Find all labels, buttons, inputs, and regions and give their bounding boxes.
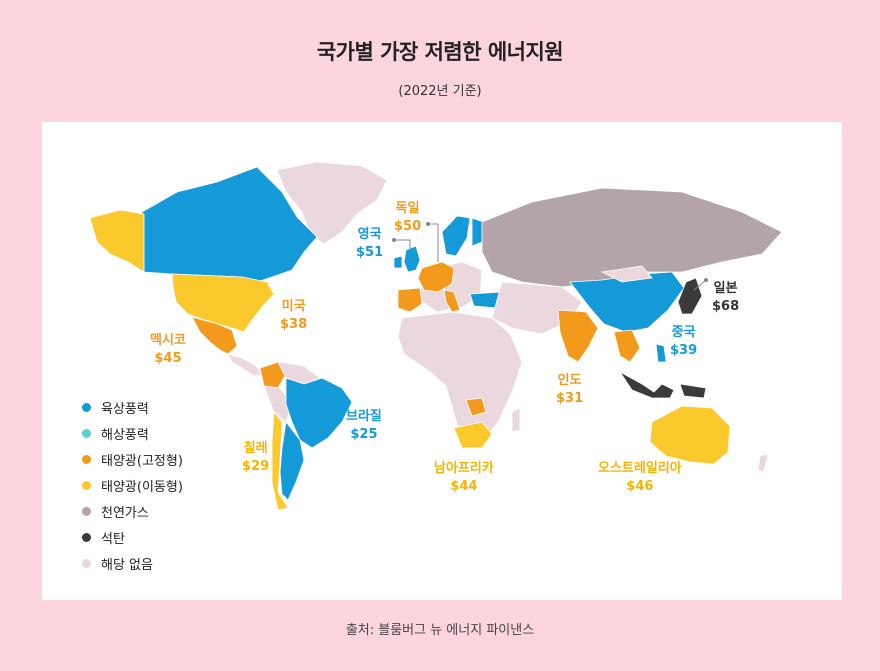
label-chile: 칠레 $29	[242, 441, 270, 474]
legend-label: 해상풍력	[101, 427, 149, 443]
region-se-asia	[613, 329, 641, 363]
leader-japan	[693, 279, 707, 291]
region-greenland	[276, 161, 388, 245]
label-japan: 일본 $68	[712, 281, 740, 314]
legend-label: 천연가스	[101, 505, 149, 521]
label-australia: 오스트레일리아 $46	[598, 461, 682, 494]
region-indonesia	[619, 371, 675, 399]
region-alaska	[89, 209, 145, 273]
region-usa	[171, 273, 275, 333]
region-africa	[397, 311, 523, 443]
label-usa: 미국 $38	[280, 299, 308, 332]
world-map	[89, 161, 783, 511]
legend-item-coal: 석탄	[82, 524, 183, 550]
label-brazil: 브라질 $25	[346, 409, 382, 442]
leader-germany-dot	[426, 222, 430, 226]
region-uk	[403, 245, 421, 273]
legend-item-onshore-wind: 육상풍력	[82, 394, 183, 420]
label-mexico: 멕시코 $45	[150, 333, 186, 366]
region-new-zealand	[757, 453, 769, 473]
legend-swatch	[82, 402, 91, 412]
region-india	[557, 309, 599, 363]
legend-swatch	[82, 454, 91, 464]
legend-label: 석탄	[101, 531, 125, 547]
legend-label: 해당 없음	[101, 557, 153, 573]
leader-japan-dot	[704, 278, 708, 282]
source-note: 출처: 블룸버그 뉴 에너지 파이낸스	[345, 623, 535, 638]
page-subtitle: (2022년 기준)	[398, 84, 482, 99]
region-spain	[397, 287, 423, 313]
region-ireland	[393, 255, 403, 269]
region-colombia	[259, 361, 287, 389]
region-chile	[271, 410, 289, 511]
legend-item-solar-fixed: 태양광(고정형)	[82, 446, 183, 472]
region-philippines	[655, 343, 667, 363]
legend-label: 태양광(이동형)	[101, 479, 183, 495]
region-japan	[677, 277, 703, 315]
region-brazil	[285, 377, 353, 449]
region-mongolia	[600, 265, 653, 283]
label-india: 인도 $31	[556, 373, 584, 406]
legend-item-solar-tracking: 태양광(이동형)	[82, 472, 183, 498]
page-title: 국가별 가장 저렴한 에너지원	[316, 40, 564, 64]
region-argentina	[279, 421, 305, 501]
region-central-america	[227, 353, 263, 377]
map-panel: 영국 $51 독일 $50 일본 $68 미국 $38 멕시코 $45 중국 $39 브라질…	[42, 122, 842, 600]
legend-swatch	[82, 558, 91, 568]
region-papua	[679, 383, 707, 399]
region-russia	[481, 187, 783, 288]
region-australia	[649, 405, 731, 465]
region-germany-france	[417, 261, 455, 293]
legend-item-natural-gas: 천연가스	[82, 498, 183, 524]
legend-swatch	[82, 506, 91, 516]
leader-uk-dot	[392, 238, 396, 242]
legend-item-none: 해당 없음	[82, 550, 183, 576]
legend-label: 육상풍력	[101, 401, 149, 417]
region-madagascar	[511, 407, 521, 433]
legend-label: 태양광(고정형)	[101, 453, 183, 469]
legend-item-offshore-wind: 해상풍력	[82, 420, 183, 446]
legend-swatch	[82, 532, 91, 542]
label-germany: 독일 $50	[394, 201, 422, 234]
label-south-africa: 남아프리카 $44	[434, 461, 494, 494]
label-china: 중국 $39	[670, 325, 698, 358]
region-italy	[443, 289, 461, 313]
region-scandinavia	[441, 215, 471, 257]
label-uk: 영국 $51	[356, 227, 384, 260]
legend-swatch	[82, 480, 91, 490]
region-zambia	[465, 397, 487, 417]
legend-swatch	[82, 428, 91, 438]
region-south-africa	[453, 421, 493, 449]
